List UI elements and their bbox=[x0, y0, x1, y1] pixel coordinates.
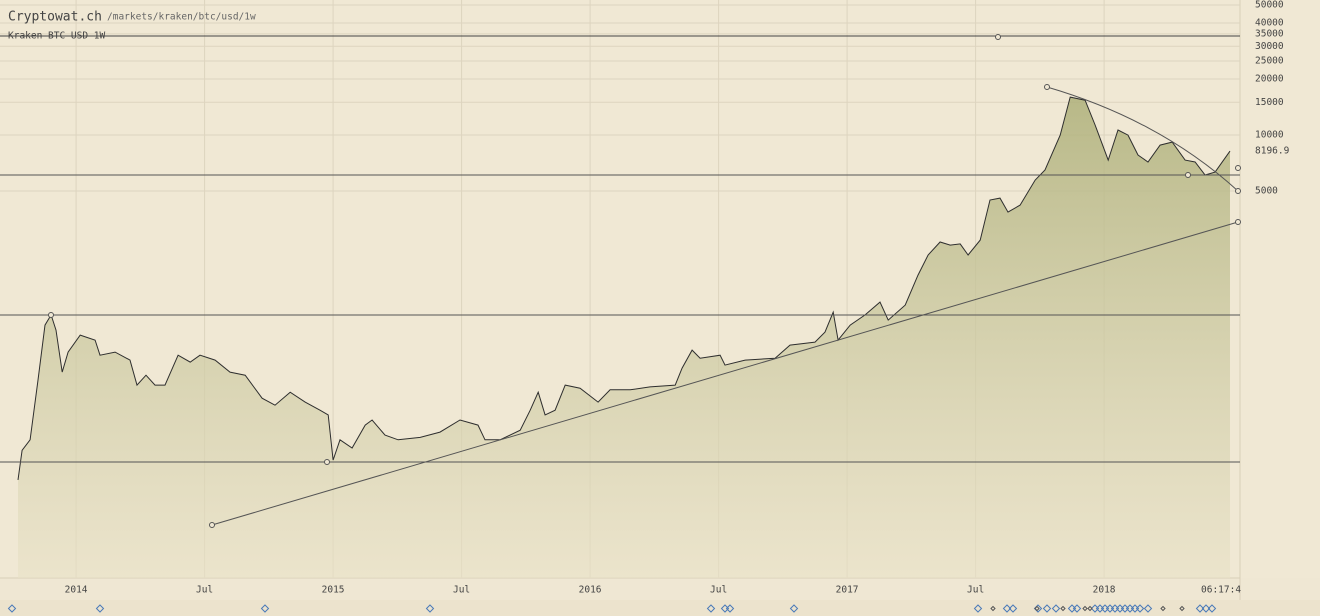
event-marker bbox=[1179, 605, 1185, 612]
handle bbox=[48, 312, 54, 318]
y-tick-label: 50000 bbox=[1255, 0, 1284, 11]
price-line bbox=[17, 96, 1231, 480]
event-marker bbox=[990, 605, 996, 612]
x-tick-label: Jul bbox=[710, 585, 727, 596]
handle bbox=[1235, 219, 1241, 225]
y-tick-label: 15000 bbox=[1255, 97, 1284, 108]
y-tick-label: 10000 bbox=[1255, 130, 1284, 141]
event-marker bbox=[95, 604, 105, 613]
event-marker bbox=[1051, 604, 1061, 613]
event-marker bbox=[1002, 604, 1012, 613]
event-marker bbox=[425, 604, 435, 613]
handle bbox=[1235, 165, 1241, 171]
handle bbox=[1044, 84, 1050, 90]
handle bbox=[1185, 172, 1191, 178]
event-marker bbox=[1135, 604, 1145, 613]
handle bbox=[324, 459, 330, 465]
price-area bbox=[18, 97, 1230, 578]
event-markers bbox=[7, 604, 1217, 613]
handle bbox=[995, 34, 1001, 40]
x-axis-strip bbox=[0, 578, 1320, 600]
x-tick-label: 2018 bbox=[1093, 585, 1116, 596]
handle bbox=[1235, 188, 1241, 194]
event-strip bbox=[0, 600, 1320, 616]
event-marker bbox=[1060, 605, 1066, 612]
event-marker bbox=[725, 604, 735, 613]
event-marker bbox=[1201, 604, 1211, 613]
trend-curve bbox=[1046, 86, 1239, 192]
event-marker bbox=[1082, 605, 1088, 612]
x-tick-label: Jul bbox=[453, 585, 470, 596]
x-tick-label: 2016 bbox=[579, 585, 602, 596]
x-tick-label: Jul bbox=[196, 585, 213, 596]
y-tick-label: 5000 bbox=[1255, 186, 1278, 197]
event-marker bbox=[1042, 604, 1052, 613]
event-marker bbox=[706, 604, 716, 613]
y-tick-label: 20000 bbox=[1255, 74, 1284, 85]
x-tick-label: 2015 bbox=[322, 585, 345, 596]
event-marker bbox=[260, 604, 270, 613]
x-tick-label: Jul bbox=[967, 585, 984, 596]
event-marker bbox=[1034, 605, 1040, 612]
x-tick-label: 2017 bbox=[836, 585, 859, 596]
y-tick-label: 25000 bbox=[1255, 56, 1284, 67]
event-marker bbox=[1072, 604, 1082, 613]
last-price-label: 8196.9 bbox=[1255, 146, 1290, 157]
event-marker bbox=[789, 604, 799, 613]
countdown: 06:17:4 bbox=[1201, 585, 1241, 596]
event-marker bbox=[973, 604, 983, 613]
event-marker bbox=[1087, 605, 1093, 612]
y-tick-label: 35000 bbox=[1255, 28, 1284, 39]
series-label: Kraken BTC USD 1W bbox=[8, 31, 106, 42]
trend-line bbox=[211, 221, 1239, 526]
event-marker bbox=[1008, 604, 1018, 613]
x-tick-label: 2014 bbox=[65, 585, 88, 596]
drawings bbox=[0, 34, 1241, 528]
event-marker bbox=[1207, 604, 1217, 613]
handle bbox=[209, 522, 215, 528]
y-tick-label: 30000 bbox=[1255, 41, 1284, 52]
event-marker bbox=[7, 604, 17, 613]
market-path: /markets/kraken/btc/usd/1w bbox=[107, 12, 256, 23]
event-marker bbox=[1143, 604, 1153, 613]
event-marker bbox=[1160, 605, 1166, 612]
event-marker bbox=[1195, 604, 1205, 613]
site-title: Cryptowat.ch bbox=[8, 10, 102, 25]
y-tick-label: 40000 bbox=[1255, 18, 1284, 29]
